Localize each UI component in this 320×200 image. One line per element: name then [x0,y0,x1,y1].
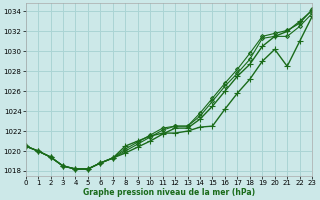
X-axis label: Graphe pression niveau de la mer (hPa): Graphe pression niveau de la mer (hPa) [83,188,255,197]
